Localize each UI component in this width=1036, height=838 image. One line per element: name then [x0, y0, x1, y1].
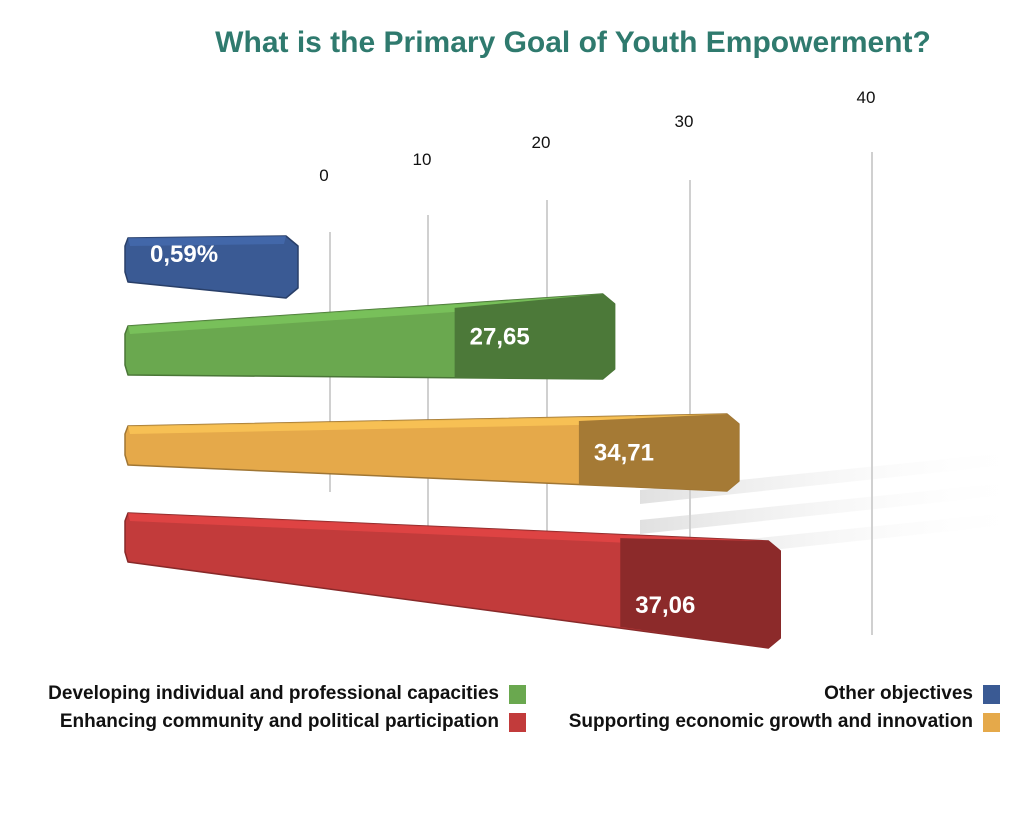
x-tick-label: 10: [413, 150, 432, 169]
legend-item-supporting: Supporting economic growth and innovatio…: [569, 711, 1000, 733]
legend-item-other: Other objectives: [824, 683, 1000, 705]
bar-highlight: [128, 513, 769, 549]
x-tick-label: 20: [532, 133, 551, 152]
bar-end-face: [454, 294, 615, 379]
legend-label: Developing individual and professional c…: [48, 683, 499, 704]
x-tick-label: 0: [319, 166, 328, 185]
data-label: 37,06: [635, 592, 695, 619]
bar-highlight: [128, 236, 286, 246]
x-tick-label: 30: [675, 112, 694, 131]
legend-item-enhancing: Enhancing community and political partic…: [60, 711, 526, 733]
legend-swatch: [509, 712, 526, 732]
x-tick-label: 40: [857, 88, 876, 107]
legend-swatch: [983, 684, 1000, 704]
data-label: 27,65: [470, 324, 530, 351]
bar-shadow: [640, 480, 1036, 534]
legend-label: Other objectives: [824, 683, 973, 704]
bar-shadow: [640, 450, 1036, 504]
legend-label: Enhancing community and political partic…: [59, 711, 499, 732]
data-label: 0,59%: [150, 241, 218, 268]
chart-title: What is the Primary Goal of Youth Empowe…: [215, 26, 931, 59]
bar-highlight: [128, 414, 727, 434]
legend-swatch: [509, 684, 526, 704]
bar-end-face: [578, 414, 739, 491]
bar: [124, 235, 299, 299]
legend-label: Supporting economic growth and innovatio…: [568, 711, 973, 732]
bar-highlight: [128, 294, 603, 334]
data-label: 34,71: [594, 440, 654, 467]
bar-end-face: [620, 538, 781, 648]
legend-item-developing: Developing individual and professional c…: [48, 683, 526, 705]
legend-swatch: [983, 712, 1000, 732]
